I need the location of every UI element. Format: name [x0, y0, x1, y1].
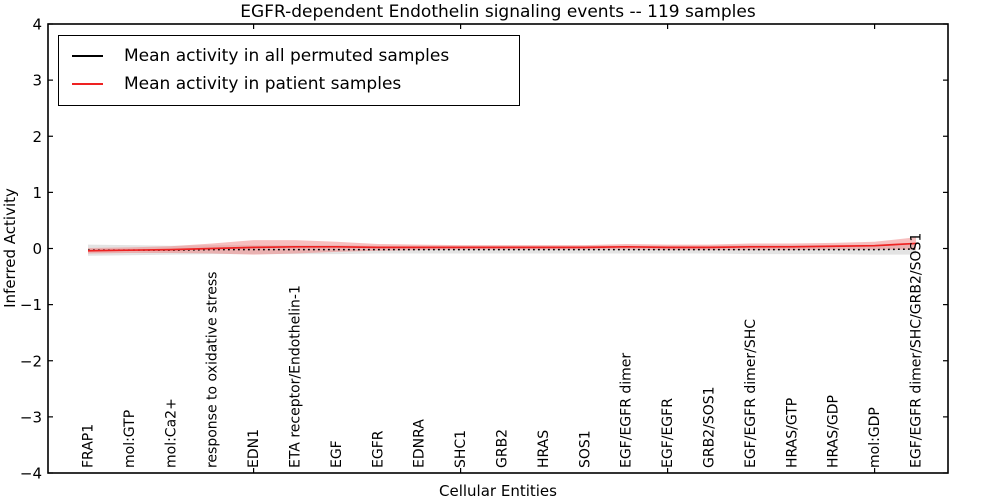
x-category-label: EGF/EGFR dimer — [619, 353, 635, 468]
y-tick-label: −4 — [20, 465, 42, 483]
x-category-label: SHC1 — [453, 430, 469, 468]
plot-border — [47, 23, 949, 474]
x-category-label: HRAS/GTP — [784, 398, 800, 468]
y-tick-label: 3 — [32, 72, 42, 90]
x-category-label: FRAP1 — [81, 424, 97, 468]
x-category-label: GRB2 — [495, 429, 511, 468]
y-tick-label: −2 — [20, 352, 42, 370]
x-category-label: EGF — [329, 440, 345, 468]
axis-ticks — [48, 23, 948, 474]
x-category-label: mol:GTP — [122, 410, 138, 468]
patient-mean-line — [87, 242, 917, 252]
x-category-label: mol:Ca2+ — [163, 398, 179, 468]
legend: Mean activity in all permuted samples Me… — [58, 35, 520, 106]
y-tick-label: −3 — [20, 408, 42, 426]
permuted-mean-line — [88, 248, 917, 251]
legend-entry-patient: Mean activity in patient samples — [72, 70, 505, 98]
x-category-label: mol:GDP — [867, 407, 883, 468]
x-category-label: EDN1 — [246, 429, 262, 468]
x-category-label: EGFR — [370, 430, 386, 468]
permuted-line-swatch — [72, 55, 103, 57]
patient-confidence-band — [88, 237, 916, 255]
x-category-label: SOS1 — [577, 430, 593, 468]
legend-label-permuted: Mean activity in all permuted samples — [124, 46, 450, 66]
x-category-label: HRAS — [536, 430, 552, 468]
y-tick-labels: 4 3 2 1 0 −1 −2 −3 −4 — [20, 16, 42, 483]
y-tick-label: 1 — [32, 184, 42, 202]
y-axis-title: Inferred Activity — [1, 188, 19, 308]
chart-title: EGFR-dependent Endothelin signaling even… — [240, 2, 756, 22]
legend-entry-permuted: Mean activity in all permuted samples — [72, 42, 505, 70]
x-axis-title: Cellular Entities — [439, 482, 557, 500]
x-category-label: ETA receptor/Endothelin-1 — [288, 285, 304, 468]
x-category-label: EGF/EGFR — [660, 398, 676, 468]
x-category-label: HRAS/GDP — [826, 395, 842, 468]
y-tick-label: 4 — [32, 16, 42, 34]
x-category-label: response to oxidative stress — [205, 272, 221, 468]
x-category-label: EDNRA — [412, 419, 428, 468]
legend-label-patient: Mean activity in patient samples — [124, 74, 402, 94]
y-tick-label: −1 — [20, 296, 42, 314]
y-tick-label: 2 — [32, 128, 42, 146]
patient-line-swatch — [72, 83, 103, 85]
category-labels: FRAP1 mol:GTP mol:Ca2+ response to oxidativ… — [81, 233, 925, 468]
x-category-label: GRB2/SOS1 — [702, 386, 718, 468]
x-category-label: EGF/EGFR dimer/SHC — [743, 319, 759, 468]
x-category-label: EGF/EGFR dimer/SHC/GRB2/SOS1 — [909, 233, 925, 468]
series-lines — [87, 242, 917, 252]
y-tick-label: 0 — [32, 240, 42, 258]
